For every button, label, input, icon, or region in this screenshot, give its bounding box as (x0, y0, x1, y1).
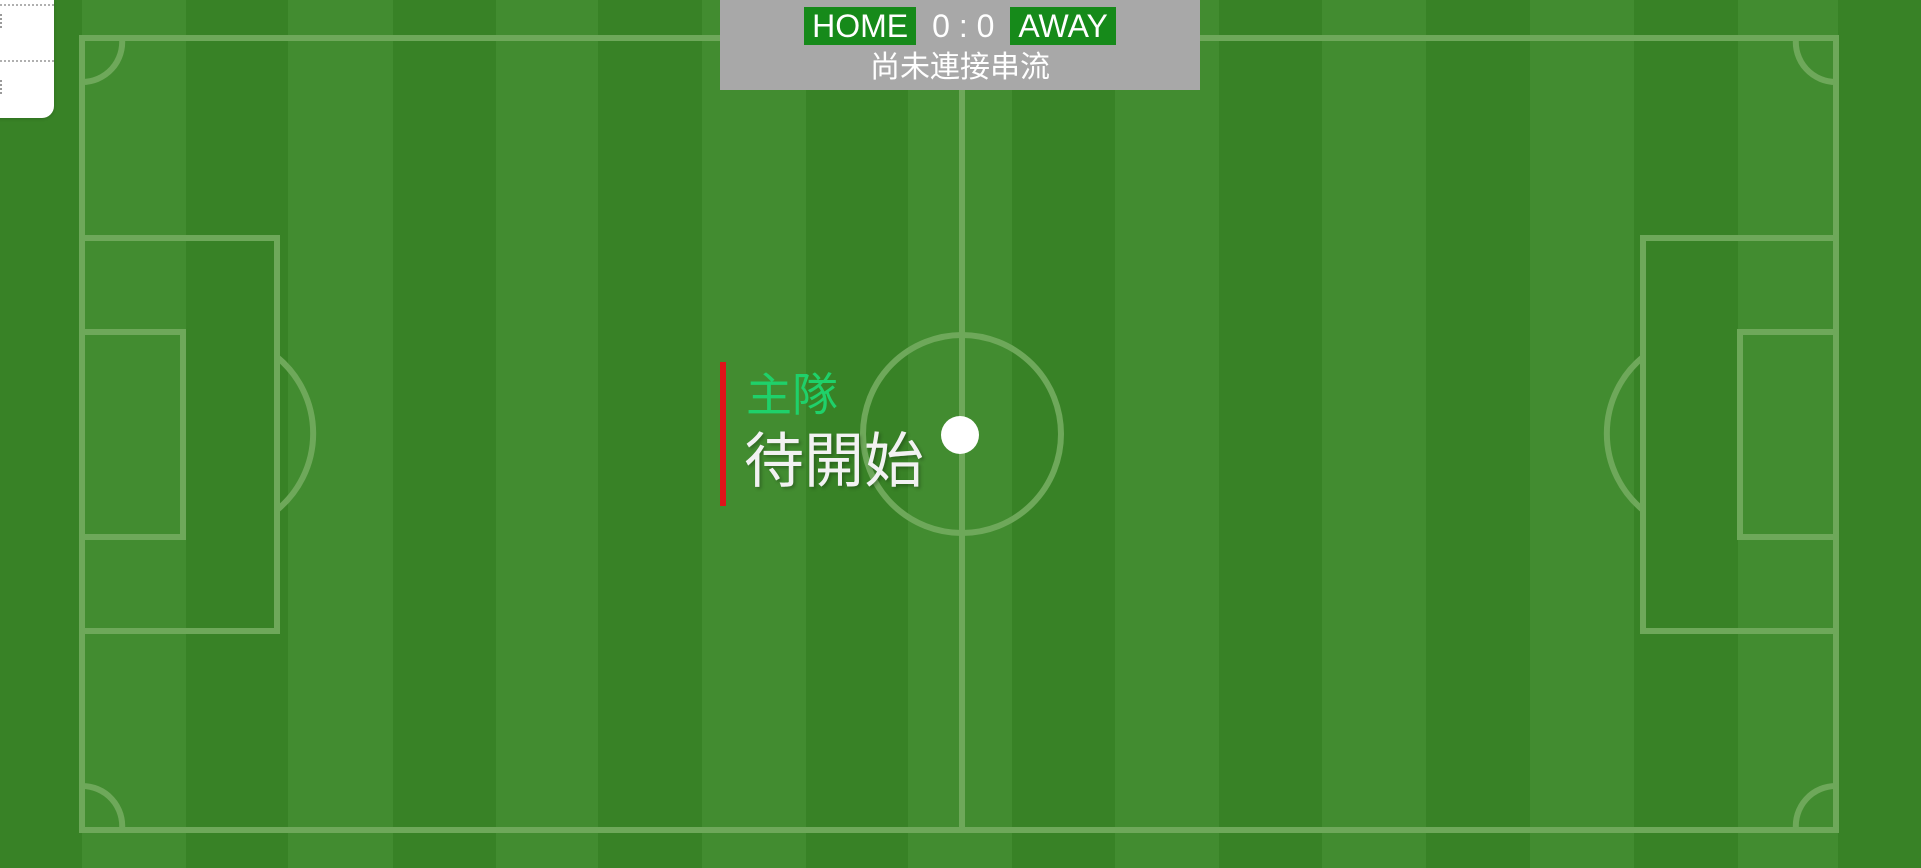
side-tool-panel[interactable] (0, 0, 54, 118)
panel-divider (0, 60, 54, 62)
stream-status-text: 尚未連接串流 (870, 50, 1050, 85)
match-state-label: 待開始 (744, 427, 924, 497)
pitch-stripe (1838, 0, 1921, 868)
ball-icon (941, 416, 979, 454)
panel-divider (0, 4, 54, 6)
center-circle (860, 332, 1064, 536)
right-penalty-arc (1603, 354, 1645, 513)
panel-handle[interactable] (0, 80, 8, 94)
left-penalty-arc (275, 354, 317, 513)
pitch-stripe (1426, 0, 1530, 868)
pitch-stripe (0, 0, 82, 868)
team-name-label: 主隊 (746, 368, 838, 422)
pitch-stripe (288, 0, 393, 868)
pitch-stripe (806, 0, 908, 868)
pitch-stripe (82, 0, 186, 868)
pitch-stripe (496, 0, 598, 868)
corner-arc-bottom-right (1792, 782, 1837, 831)
pitch-stripe (1530, 0, 1634, 868)
right-goal-area (1737, 329, 1839, 540)
match-status-overlay: 主隊 待開始 (720, 362, 960, 506)
status-accent-bar (720, 362, 726, 506)
pitch-stripe (1634, 0, 1738, 868)
pitch-stripe (702, 0, 806, 868)
corner-arc-top-left (81, 37, 126, 86)
pitch-stripe (393, 0, 496, 868)
score-display: 0 : 0 (932, 8, 995, 44)
pitch-stripe (1738, 0, 1838, 868)
pitch-stripe (186, 0, 288, 868)
left-goal-area (79, 329, 186, 540)
scoreboard: HOME 0 : 0 AWAY 尚未連接串流 (720, 0, 1200, 90)
corner-arc-top-right (1792, 37, 1837, 86)
pitch-stripe (1322, 0, 1426, 868)
score-row: HOME 0 : 0 AWAY (720, 6, 1200, 46)
pitch-stripe (598, 0, 702, 868)
home-team-tag: HOME (804, 7, 917, 45)
panel-handle[interactable] (0, 14, 8, 28)
pitch-stripe (1115, 0, 1219, 868)
pitch-stripe (1219, 0, 1322, 868)
away-team-tag: AWAY (1010, 7, 1116, 45)
corner-arc-bottom-left (81, 782, 126, 831)
